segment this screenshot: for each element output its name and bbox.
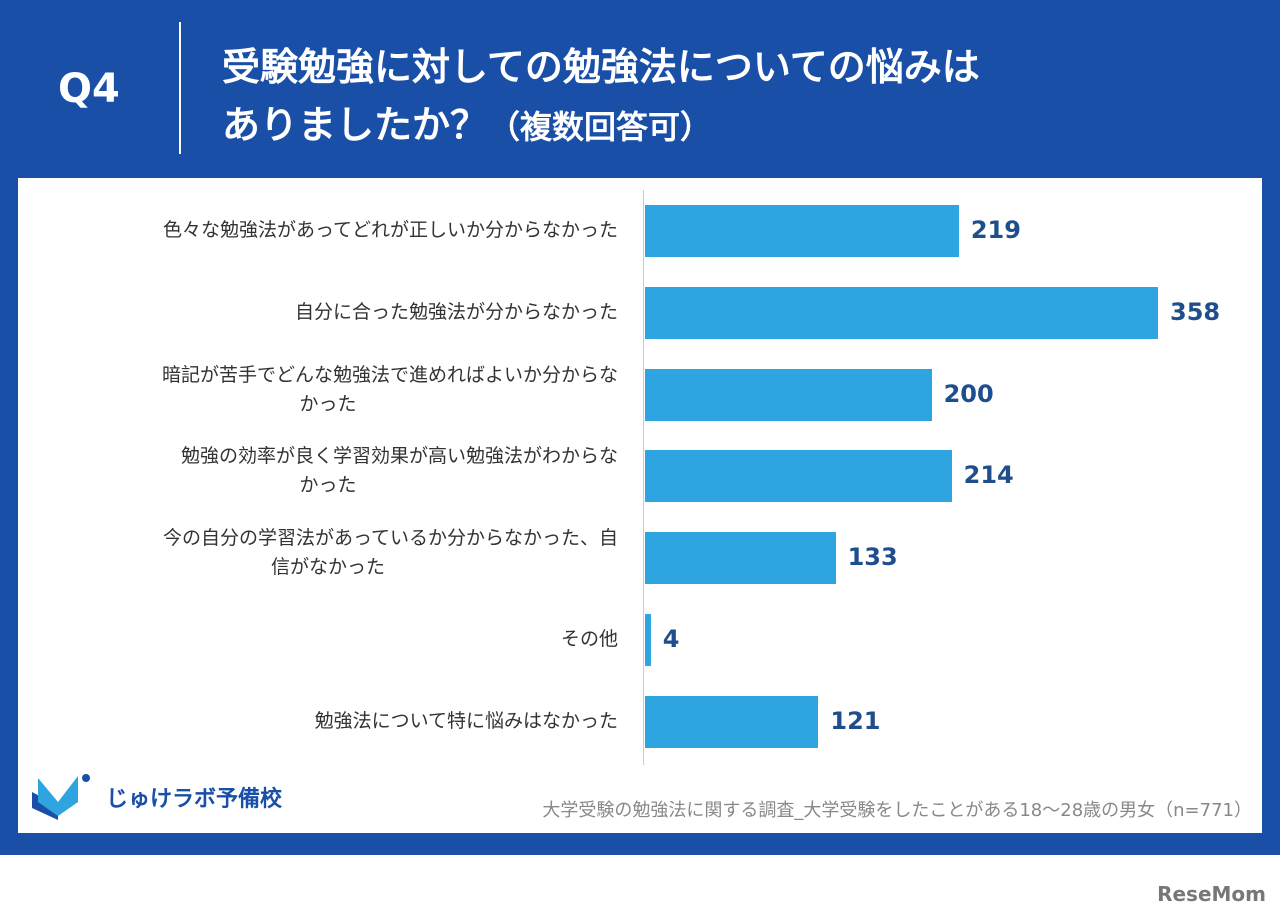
value-label: 358 — [1170, 297, 1221, 326]
category-label: 今の自分の学習法があっているか分からなかった、自 信がなかった — [162, 527, 618, 579]
bar — [645, 532, 836, 585]
category-label: 自分に合った勉強法が分からなかった — [294, 300, 618, 323]
value-label: 133 — [847, 543, 898, 572]
value-label: 121 — [830, 706, 881, 735]
logo-text: じゅけラボ予備校 — [106, 787, 283, 812]
bar — [645, 614, 651, 666]
bar — [645, 450, 952, 503]
title-line-2: ありましたか？（複数回答可） — [222, 94, 712, 149]
value-label: 219 — [970, 216, 1021, 244]
y-axis-line — [643, 190, 644, 765]
logo: じゅけラボ予備校 — [28, 772, 282, 822]
category-label: その他 — [560, 628, 618, 650]
category-label: 勉強法について特に悩みはなかった — [314, 709, 618, 732]
divider — [179, 22, 181, 154]
value-label: 200 — [943, 379, 994, 408]
title-line-1: 受験勉強に対しての勉強法についての悩みは — [222, 45, 980, 89]
bar — [645, 695, 819, 748]
value-label: 214 — [963, 461, 1014, 490]
category-label: 勉強の効率が良く学習効果が高い勉強法がわからな かった — [180, 445, 618, 497]
title-main: ありましたか？ — [222, 103, 489, 147]
title-note: （複数回答可） — [488, 108, 713, 146]
bar — [645, 205, 959, 257]
book-logo-icon — [32, 774, 90, 820]
watermark: ReseMom — [1157, 882, 1266, 906]
category-label: 色々な勉強法があってどれが正しいか分からなかった — [162, 219, 618, 241]
value-label: 4 — [662, 625, 680, 653]
bar — [645, 286, 1158, 339]
source-note: 大学受験の勉強法に関する調査_大学受験をしたことがある18～28歳の男女（n=7… — [542, 800, 1252, 821]
question-number: Q4 — [58, 66, 120, 112]
bar — [645, 368, 932, 421]
category-label: 暗記が苦手でどんな勉強法で進めればよいか分からな かった — [161, 363, 618, 415]
